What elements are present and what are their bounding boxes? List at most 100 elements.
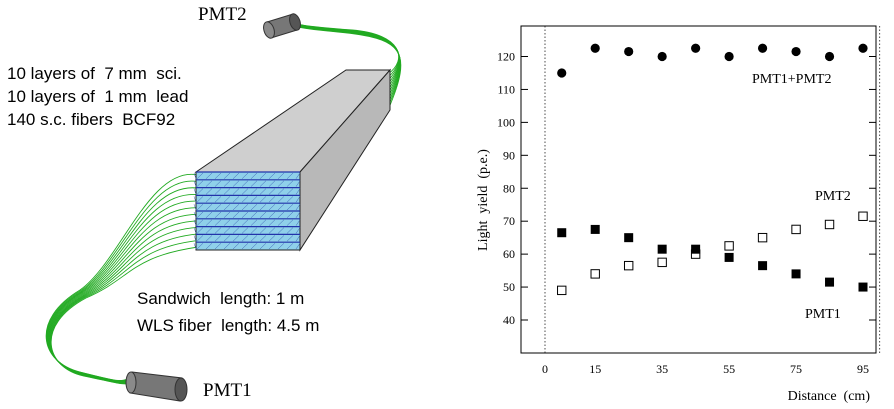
sci-hatch (277, 243, 285, 250)
sci-hatch (277, 188, 285, 195)
sci-hatch (193, 188, 197, 195)
sci-hatch (214, 219, 222, 226)
sci-hatch (286, 204, 294, 211)
sci-hatch (250, 172, 258, 179)
sci-hatch (259, 172, 267, 179)
x-tick-label: 95 (857, 362, 869, 376)
plot-frame (520, 25, 877, 354)
fiber-to-pmt1 (46, 187, 199, 382)
sci-hatch (205, 196, 213, 203)
sci-hatch (295, 204, 301, 211)
sci-hatch (250, 211, 258, 218)
point-pmt2 (791, 224, 801, 235)
sci-hatch (205, 227, 213, 234)
point-pmt2 (724, 241, 734, 251)
point-pmt2 (858, 211, 868, 221)
x-tick-label: 75 (790, 362, 802, 376)
sci-hatch (241, 235, 249, 242)
sci-hatch (286, 172, 294, 179)
sci-hatch (295, 188, 301, 195)
point-pmt1-plus-pmt2 (791, 46, 801, 57)
y-tick-label: 70 (503, 214, 515, 228)
sci-hatch (250, 180, 258, 187)
sci-hatch (277, 227, 285, 234)
sci-hatch (232, 243, 240, 250)
sci-hatch (205, 243, 213, 250)
sci-hatch (223, 196, 231, 203)
sci-hatch (193, 211, 197, 218)
point-pmt1-plus-pmt2 (657, 51, 667, 62)
series-label: PMT1+PMT2 (752, 72, 831, 87)
y-tick-label: 110 (497, 82, 515, 96)
sci-hatch (241, 243, 249, 250)
sci-hatch (232, 227, 240, 234)
sci-hatch (241, 196, 249, 203)
point-pmt1 (758, 261, 768, 271)
sci-hatch (196, 235, 204, 242)
sci-hatch (223, 211, 231, 218)
sci-hatch (196, 172, 204, 179)
sci-hatch (250, 227, 258, 234)
sci-hatch (259, 204, 267, 211)
point-pmt2 (824, 219, 835, 230)
y-tick-label: 40 (503, 313, 515, 327)
sci-hatch (214, 227, 222, 234)
sci-hatch (214, 235, 222, 242)
sci-hatch (268, 204, 276, 211)
sci-hatch (205, 211, 213, 218)
sci-hatch (286, 188, 294, 195)
point-pmt1 (557, 228, 567, 238)
sci-hatch (223, 235, 231, 242)
sci-hatch (205, 219, 213, 226)
sci-hatch (295, 219, 301, 226)
sci-hatch (196, 196, 204, 203)
sci-hatch (214, 180, 222, 187)
y-tick-label: 60 (503, 247, 515, 261)
point-pmt1-plus-pmt2 (624, 46, 634, 57)
sci-hatch (214, 204, 222, 211)
sci-hatch (295, 196, 301, 203)
sci-hatch (277, 180, 285, 187)
sci-hatch (250, 235, 258, 242)
sci-hatch (232, 204, 240, 211)
sci-hatch (268, 196, 276, 203)
sci-hatch (241, 180, 249, 187)
sci-hatch (232, 219, 240, 226)
point-pmt1 (791, 269, 801, 279)
sci-hatch (268, 227, 276, 234)
sci-hatch (205, 180, 213, 187)
sci-hatch (196, 204, 204, 211)
point-pmt1-plus-pmt2 (858, 43, 868, 53)
sci-hatch (196, 219, 204, 226)
sci-hatch (277, 219, 285, 226)
sci-hatch (214, 172, 222, 179)
point-pmt1 (825, 277, 835, 287)
sci-hatch (196, 188, 204, 195)
point-pmt2 (557, 285, 567, 296)
series-label: PMT2 (815, 189, 851, 204)
sci-hatch (259, 180, 267, 187)
sci-hatch (193, 219, 197, 226)
x-tick-label: 35 (656, 362, 668, 376)
sci-hatch (277, 196, 285, 203)
sci-hatch (232, 235, 240, 242)
sandwich-length-label: Sandwich length: 1 m (137, 289, 304, 308)
sci-hatch (196, 180, 204, 187)
sci-hatch (241, 172, 249, 179)
sci-hatch (268, 172, 276, 179)
x-tick-label: 0 (542, 362, 548, 376)
sci-hatch (196, 227, 204, 234)
sci-hatch (196, 211, 204, 218)
sci-hatch (241, 188, 249, 195)
sci-hatch (250, 188, 258, 195)
sci-hatch (259, 219, 267, 226)
spec-line-3: 140 s.c. fibers BCF92 (7, 110, 175, 129)
sci-hatch (193, 180, 197, 187)
sci-hatch (193, 196, 197, 203)
sci-hatch (241, 204, 249, 211)
pmt2-label: PMT2 (198, 4, 247, 25)
point-pmt1-plus-pmt2 (757, 43, 768, 53)
sci-hatch (295, 243, 301, 250)
sci-hatch (295, 227, 301, 234)
sci-hatch (259, 196, 267, 203)
